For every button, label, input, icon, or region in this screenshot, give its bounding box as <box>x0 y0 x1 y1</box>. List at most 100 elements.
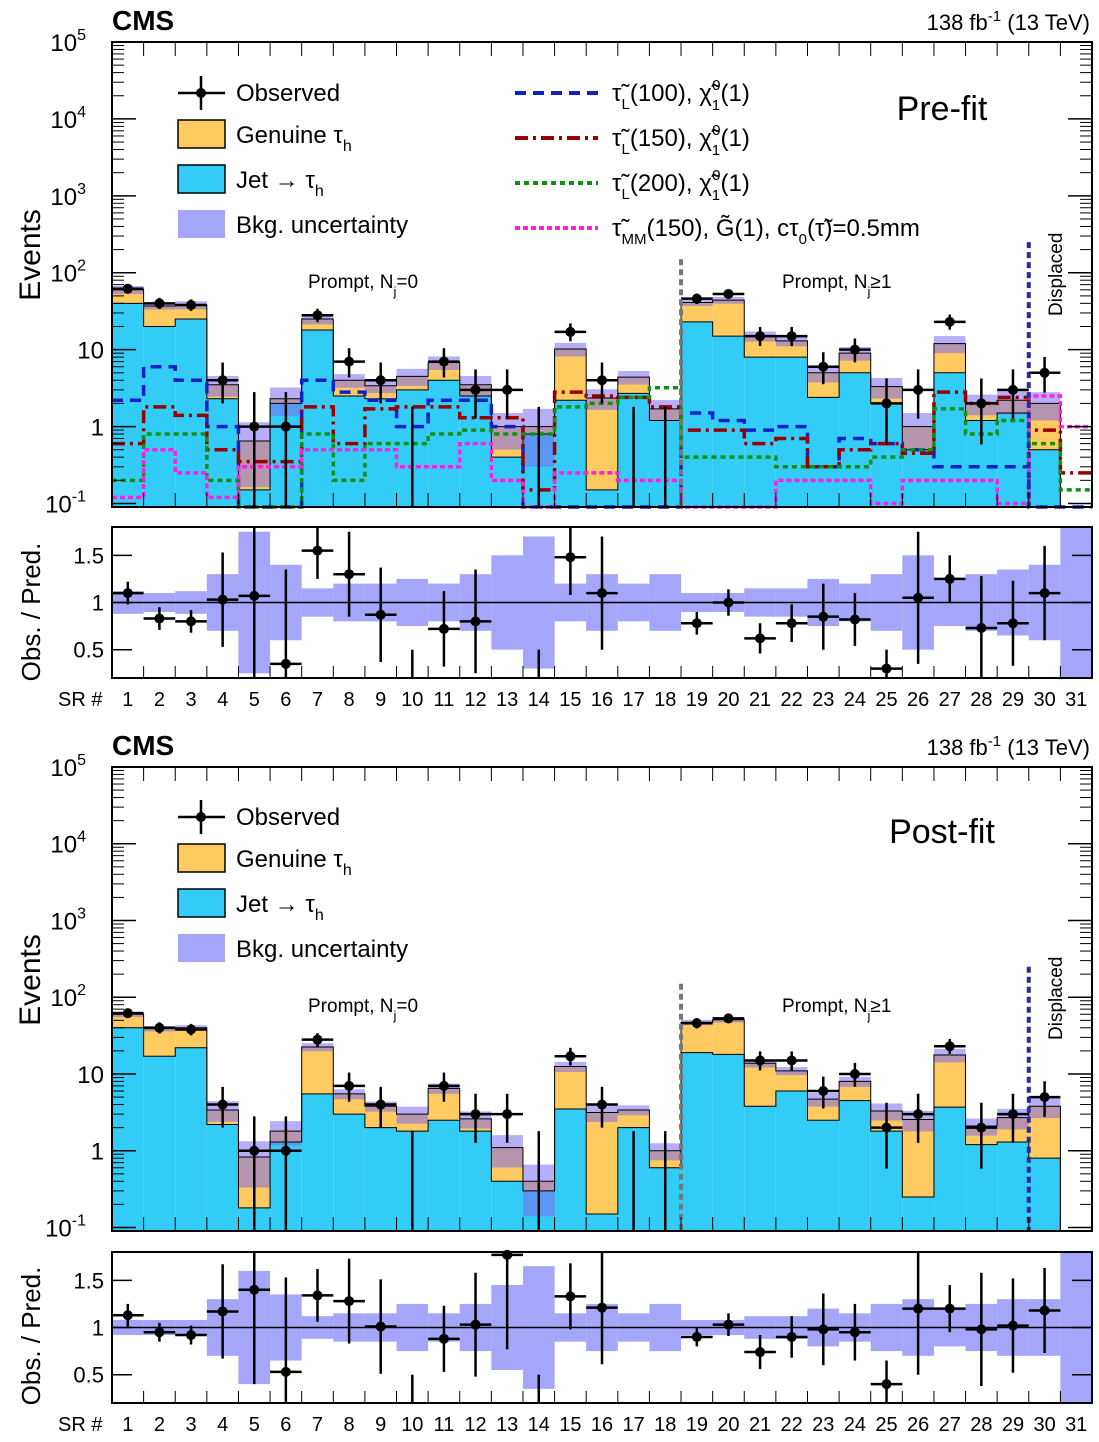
bar-jet <box>491 457 523 507</box>
x-tick-label: 11 <box>434 1414 455 1436</box>
legend: Observed Genuine τh Jet → τh Bkg. uncert… <box>177 800 408 963</box>
observed-point <box>375 1099 386 1110</box>
ratio-point <box>786 618 797 629</box>
bar-jet <box>364 398 397 507</box>
experiment-label: CMS <box>112 5 174 36</box>
x-tick-label: 13 <box>496 689 518 711</box>
x-tick-label: 18 <box>654 689 676 711</box>
ratio-point <box>976 622 987 633</box>
legend-signal1-label: τ̃L(100), χ̃10(1) <box>612 77 750 114</box>
x-tick-label: 1 <box>122 1414 133 1436</box>
x-tick-label: 6 <box>280 689 291 711</box>
ratio-point <box>565 1291 576 1302</box>
region-label-prompt1: Prompt, Nj≥1 <box>782 272 891 299</box>
x-tick-label: 17 <box>622 689 644 711</box>
observed-point <box>1007 384 1018 395</box>
ratio-tick-label: 1.5 <box>73 1268 104 1293</box>
y-tick-exponent: 3 <box>77 905 86 922</box>
legend-observed: Observed <box>178 800 340 834</box>
y-tick-label: 10 <box>77 1062 104 1089</box>
bar-jet <box>712 1054 745 1231</box>
observed-point <box>122 283 133 294</box>
ratio-point <box>312 1290 323 1301</box>
ratio-point <box>881 663 892 674</box>
bkg-uncertainty-band <box>396 1106 429 1124</box>
legend-signal2-label: τ̃L(150), χ̃10(1) <box>612 122 750 159</box>
stage-label: Pre-fit <box>897 90 988 128</box>
x-tick-label: 1 <box>122 689 133 711</box>
legend-observed-label: Observed <box>236 804 340 831</box>
x-tick-label: 22 <box>781 689 803 711</box>
bkg-uncertainty-band <box>617 370 650 385</box>
observed-point <box>470 384 481 395</box>
ratio-point <box>122 588 133 599</box>
ratio-point <box>597 588 607 599</box>
y-tick-label: 105 <box>50 752 86 782</box>
y-tick-label: 102 <box>50 258 86 288</box>
ratio-point <box>1007 1320 1018 1331</box>
x-tick-label: 23 <box>812 689 834 711</box>
observed-point <box>849 1068 860 1079</box>
y-tick-exponent: 2 <box>77 982 86 999</box>
observed-point <box>154 1022 165 1033</box>
bar-genuine <box>712 1019 745 1055</box>
y-tick-exponent: 3 <box>77 181 86 198</box>
ratio-point <box>1007 618 1018 629</box>
x-tick-label: 21 <box>749 1414 771 1436</box>
bar-jet <box>112 1027 144 1231</box>
bar-jet <box>491 1181 523 1231</box>
legend-uncertainty-label: Bkg. uncertainty <box>236 936 408 963</box>
x-tick-label: 24 <box>844 689 866 711</box>
bar-genuine <box>712 300 745 337</box>
main-plot-area: 10-1 1 10 102 103 104 105 <box>45 27 1093 518</box>
region-label-prompt0: Prompt, Nj=0 <box>308 272 418 299</box>
x-tick-label: 28 <box>970 689 992 711</box>
legend: Observed Genuine τh Jet → τh Bkg. uncert… <box>177 76 920 248</box>
main-plot-area: 10-1 1 10 102 103 104 105 <box>45 752 1093 1242</box>
experiment-label: CMS <box>112 730 174 761</box>
ratio-point <box>375 1321 386 1332</box>
bar-jet <box>206 398 239 507</box>
x-tick-label: 2 <box>154 689 165 711</box>
legend-observed: Observed <box>178 76 340 110</box>
bar-jet <box>175 1047 207 1231</box>
observed-point <box>438 356 449 367</box>
x-tick-label: 20 <box>717 1414 739 1436</box>
observed-point <box>122 1008 133 1019</box>
ratio-point <box>154 1327 165 1338</box>
bar-jet <box>364 1127 397 1231</box>
observed-point <box>186 1024 197 1035</box>
bar-jet <box>744 1106 776 1231</box>
ratio-point <box>849 1327 860 1338</box>
x-tick-label: 31 <box>1065 1414 1087 1436</box>
bar-jet <box>112 303 144 507</box>
bar-genuine <box>681 302 713 322</box>
x-tick-label: 26 <box>907 1414 929 1436</box>
x-tick-label: 6 <box>280 1414 291 1436</box>
observed-point <box>186 300 197 311</box>
y-tick-label: 104 <box>50 104 86 134</box>
observed-point <box>249 421 260 432</box>
observed-point <box>786 331 797 342</box>
ratio-point <box>976 1324 987 1335</box>
y-tick-label: 1 <box>91 1139 104 1166</box>
ratio-tick-label: 1 <box>92 1316 104 1341</box>
observed-point <box>154 298 165 309</box>
observed-point <box>597 375 607 386</box>
signal-line-4 <box>112 394 1092 509</box>
ratio-tick-label: 1 <box>92 591 104 616</box>
x-tick-label: 30 <box>1033 689 1055 711</box>
ratio-point <box>249 1284 260 1295</box>
legend-observed-label: Observed <box>236 80 340 107</box>
observed-point <box>1039 1092 1050 1103</box>
bar-jet <box>997 413 1029 507</box>
observed-point <box>944 1041 955 1052</box>
ratio-point <box>217 594 228 605</box>
x-tick-label: 9 <box>375 1414 386 1436</box>
main-frame <box>111 766 1093 1232</box>
ratio-plot-area: 0.511.51 2 3 4 5 6 7 8 9 10 11 12 13 14 15 16 17 18 19 20 21… <box>73 1249 1093 1436</box>
observed-point <box>976 1122 987 1133</box>
x-tick-label: 21 <box>749 689 771 711</box>
ratio-tick-label: 0.5 <box>73 1363 104 1388</box>
